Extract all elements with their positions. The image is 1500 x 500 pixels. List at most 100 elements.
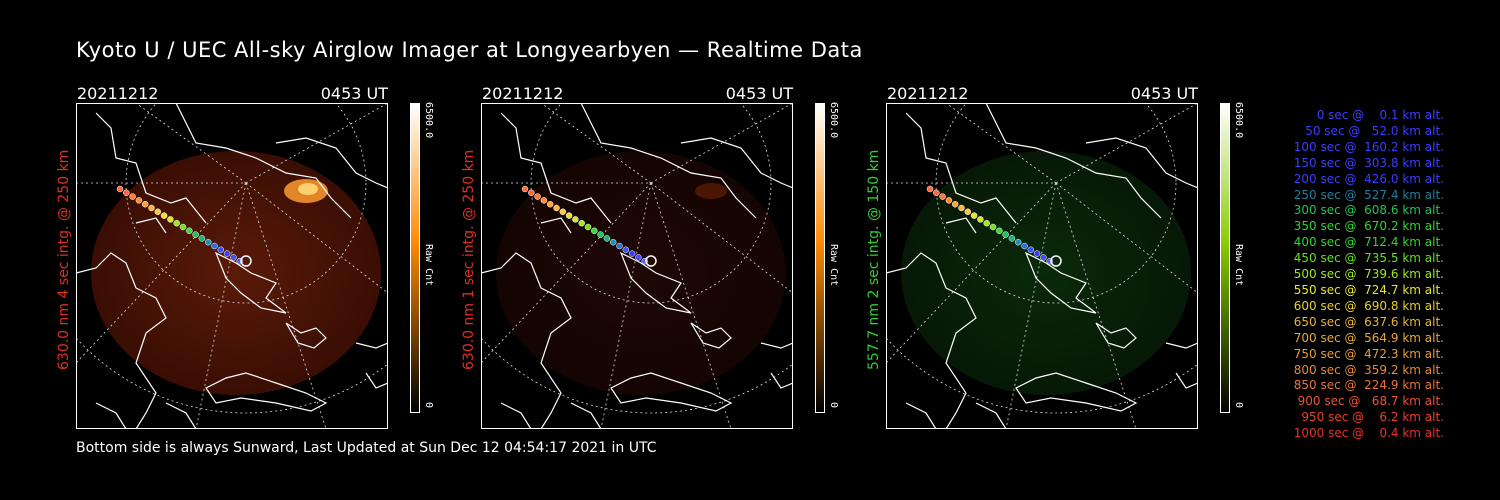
color-bar-label: Raw Cnt [1233,244,1244,287]
trajectory-point [179,223,187,231]
page-title: Kyoto U / UEC All-sky Airglow Imager at … [76,38,863,62]
trajectory-point [1033,250,1041,257]
trajectory-point [926,185,934,193]
panel-date: 20211212 [77,84,159,103]
trajectory-point [597,231,604,238]
airglow-image [496,151,786,395]
station-marker [240,255,252,267]
legend-entry: 550 sec @ 724.7 km alt. [1293,282,1444,297]
color-bar-max: 6500.0 [423,102,434,139]
trajectory-point [173,219,180,227]
trajectory-point [939,193,946,200]
trajectory-point [141,200,149,208]
trajectory-point [565,212,573,219]
trajectory-point [1002,231,1009,238]
trajectory-point [521,185,529,193]
trajectory-point [951,200,959,208]
trajectory-point [964,208,972,216]
legend-entry: 800 sec @ 359.2 km alt. [1293,362,1444,377]
trajectory-point [148,204,155,212]
legend-entry: 950 sec @ 6.2 km alt. [1301,410,1444,425]
trajectory-point [160,212,168,219]
trajectory-point [977,216,984,223]
trajectory-point [622,246,630,254]
panel-time: 0453 UT [320,84,388,103]
trajectory-point [217,246,225,254]
trajectory-point [970,212,978,219]
legend-entry: 50 sec @ 52.0 km alt. [1305,123,1444,138]
trajectory-point [528,189,535,197]
imager-panel-1: 20211212 0453 UT [56,84,434,429]
trajectory-point [553,204,560,212]
trajectory-point [958,204,965,212]
color-bar-min: 0 [828,402,839,409]
trajectory-point [1014,238,1022,246]
legend-entry: 200 sec @ 426.0 km alt. [1293,171,1444,186]
sky-map [76,103,388,429]
legend-entry: 850 sec @ 224.9 km alt. [1293,378,1444,393]
legend-entry: 750 sec @ 472.3 km alt. [1293,346,1444,361]
panel-date: 20211212 [482,84,564,103]
color-bar-min: 0 [1233,402,1244,409]
trajectory-point [996,227,1003,235]
panel-side-label: 630.0 nm 1 sec intg. @ 250 km [461,149,477,370]
imager-panel-2: 20211212 0453 UT [461,84,839,429]
trajectory-point [186,227,193,235]
trajectory-point [1027,246,1035,254]
color-bar-label: Raw Cnt [828,244,839,287]
trajectory-point [1021,242,1028,250]
trajectory-point [559,208,567,216]
panel-time: 0453 UT [1130,84,1198,103]
trajectory-point [154,208,162,216]
trajectory-point [135,197,143,204]
trajectory-point [198,235,206,242]
trajectory-point [945,197,953,204]
trajectory-point [546,200,554,208]
trajectory-point [223,250,231,257]
trajectory-point [616,242,623,250]
legend-entry: 300 sec @ 608.6 km alt. [1293,203,1444,218]
legend-entry: 100 sec @ 160.2 km alt. [1293,139,1444,154]
trajectory-point [192,231,199,238]
color-bar [1220,103,1230,413]
color-bar-label: Raw Cnt [423,244,434,287]
trajectory-point [230,254,237,261]
trajectory-point [591,227,598,235]
legend-entry: 250 sec @ 527.4 km alt. [1293,187,1444,202]
trajectory-point [635,254,642,261]
trajectory-point [129,193,136,200]
station-marker [645,255,657,267]
trajectory-point [116,185,124,193]
imager-panel-3: 20211212 0453 UT [866,84,1244,429]
trajectory-point [167,216,174,223]
trajectory-point [933,189,940,197]
legend-entry: 500 sec @ 739.6 km alt. [1293,267,1444,282]
trajectory-point [572,216,579,223]
station-marker [1050,255,1062,267]
legend-entry: 650 sec @ 637.6 km alt. [1293,314,1444,329]
trajectory-point [628,250,636,257]
trajectory-point [534,193,541,200]
trajectory-point [204,238,212,246]
trajectory-point [211,242,218,250]
legend-entry: 450 sec @ 735.5 km alt. [1293,251,1444,266]
legend-entry: 900 sec @ 68.7 km alt. [1297,394,1444,409]
trajectory-point [983,219,990,227]
color-bar-max: 6500.0 [828,102,839,139]
panel-side-label: 630.0 nm 4 sec intg. @ 250 km [56,149,72,370]
trajectory-point [540,197,548,204]
trajectory-point [1008,235,1016,242]
legend-entry: 700 sec @ 564.9 km alt. [1293,330,1444,345]
trajectory-point [1040,254,1047,261]
legend-entry: 1000 sec @ 0.4 km alt. [1293,426,1444,441]
legend-entry: 0 sec @ 0.1 km alt. [1316,108,1444,122]
legend-entry: 350 sec @ 670.2 km alt. [1293,219,1444,234]
legend-entry: 400 sec @ 712.4 km alt. [1293,235,1444,250]
trajectory-point [584,223,592,231]
legend-entry: 150 sec @ 303.8 km alt. [1293,155,1444,170]
sky-map [481,103,793,429]
trajectory-point [123,189,130,197]
panel-date: 20211212 [887,84,969,103]
panel-side-label: 557.7 nm 2 sec intg. @ 150 km [866,149,882,370]
trajectory-point [603,235,611,242]
